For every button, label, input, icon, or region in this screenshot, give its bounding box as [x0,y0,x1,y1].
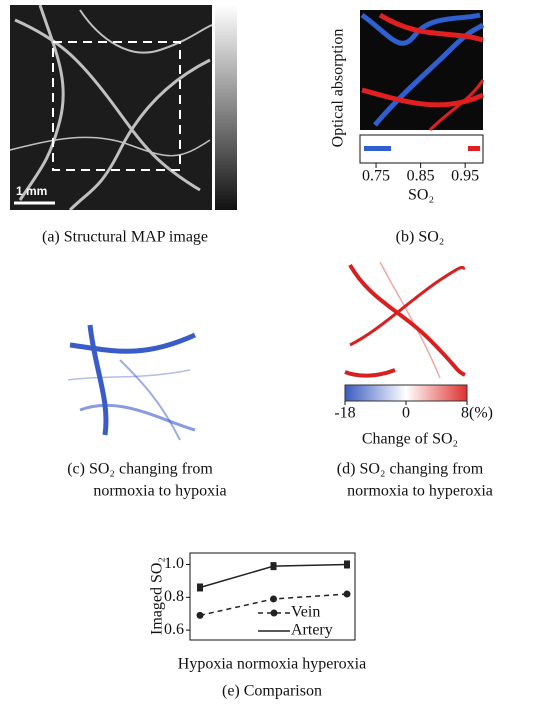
caption: (c) SO₂ changing from [67,461,213,478]
point [197,612,204,619]
y-axis-label: Optical absorption [330,29,347,148]
caption: (a) Structural MAP image [42,229,208,246]
x-axis-label: Hypoxia normoxia hyperoxia [178,656,366,673]
tick-label: 8(%) [461,405,493,422]
change-image [68,325,195,440]
tick-label: 0.85 [407,168,435,185]
colorbar-label: Change of SO₂ [362,431,458,448]
caption: normoxia to hyperoxia [347,483,493,500]
caption: normoxia to hypoxia [93,483,226,500]
caption: (d) SO₂ changing from [337,461,484,478]
y-tick-label: 1.0 [164,555,184,572]
tick-label: 0.95 [451,168,479,185]
legend-label: Artery [291,622,333,639]
caption: (b) SO₂ [396,229,445,246]
tick-label: -18 [334,405,355,422]
legend-label: Vein [291,604,320,621]
x-axis-label: SO₂ [408,187,434,204]
change-image [345,262,465,378]
y-tick-label: 0.8 [164,588,184,605]
point [197,583,203,591]
panel-c: (c) SO₂ changing from normoxia to hypoxi… [67,325,226,500]
panel-a: 1 mm (a) Structural MAP image [10,5,237,246]
colorbar-ticks: 0.75 0.85 0.95 [362,163,479,185]
figure: 1 mm (a) Structural MAP image 0.750.850.… [0,0,539,709]
scale-label: 1 mm [16,184,47,198]
legend-marker [271,610,278,617]
panel-e: Imaged SO₂ Hypoxia normoxia hyperoxia (e… [149,553,367,700]
point [344,560,350,568]
panel-d: -18 0 8(%) Change of SO₂ (d) SO₂ changing … [334,262,493,500]
colorbar [345,385,467,401]
point [344,591,351,598]
y-tick-label: 0.6 [164,621,184,638]
colorbar-ticks: -18 0 8(%) [334,401,493,422]
panel-b: 0.75 0.85 0.95 SO₂ Optical absorption (b) … [330,10,483,246]
tick-label: 0 [402,405,410,422]
vein-range [364,146,391,151]
caption: (e) Comparison [222,683,322,700]
point [270,595,277,602]
tick-label: 0.75 [362,168,390,185]
point [271,562,277,570]
artery-range [468,146,480,151]
colorbar [215,5,237,210]
